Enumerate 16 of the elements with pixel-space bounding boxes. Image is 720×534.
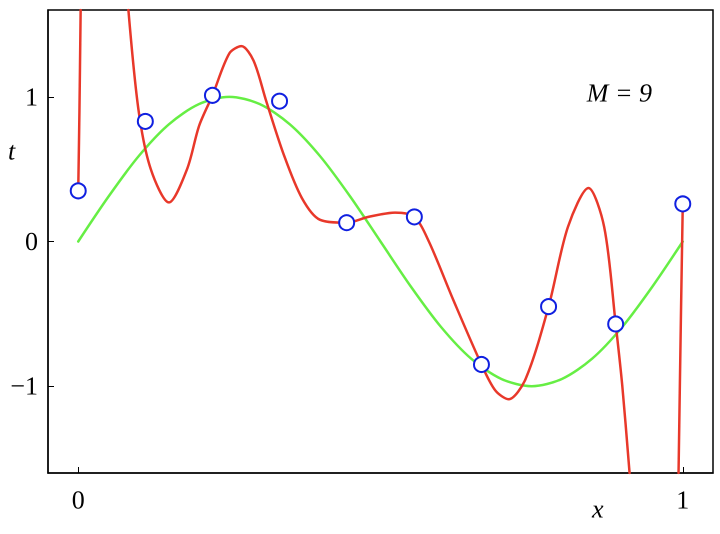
y-tick-label: 1 — [25, 82, 38, 112]
point — [406, 208, 423, 226]
point — [607, 315, 624, 332]
x-axis-title: x — [591, 494, 604, 524]
point — [674, 195, 692, 212]
point — [70, 182, 87, 200]
point — [204, 86, 221, 104]
annotation: M = 9 — [586, 78, 652, 108]
y-tick-label: −1 — [10, 372, 38, 401]
point — [338, 214, 356, 232]
point — [136, 112, 154, 130]
point — [271, 92, 288, 110]
point — [472, 356, 490, 373]
point — [540, 298, 558, 316]
y-tick-label: 0 — [25, 227, 38, 256]
y-axis-title: t — [8, 136, 16, 166]
